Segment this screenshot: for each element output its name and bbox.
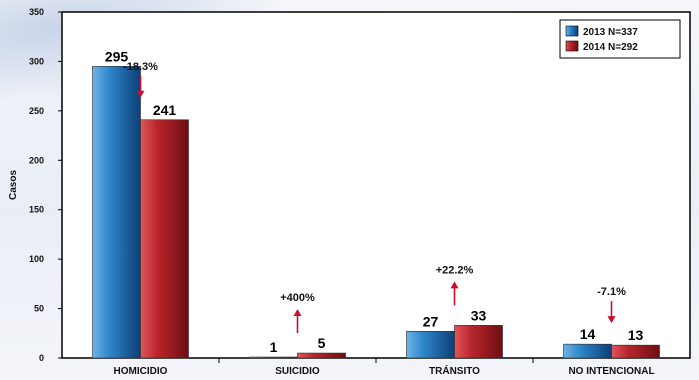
- change-percent-label: -18.3%: [123, 61, 158, 73]
- x-tick-label: SUICIDIO: [275, 366, 320, 377]
- bar-value-label: 5: [318, 335, 326, 351]
- x-tick-label: NO INTENCIONAL: [568, 366, 654, 377]
- arrow-down-icon: [607, 316, 616, 324]
- bar-value-label: 13: [628, 327, 644, 343]
- legend-swatch-2013: [565, 25, 579, 37]
- legend-box: [559, 19, 681, 59]
- bar-tr-nsito-2014: [454, 325, 503, 359]
- bar-value-label: 33: [471, 307, 487, 323]
- bar-suicidio-2014: [297, 352, 346, 359]
- y-tick-label: 0: [39, 353, 44, 363]
- bar-value-label: 14: [580, 326, 596, 342]
- change-percent-label: -7.1%: [597, 286, 626, 298]
- legend-label-2013: 2013 N=337: [583, 27, 638, 38]
- x-axis: HOMICIDIO SUICIDIO TRÁNSITO NO INTENCIONAL: [114, 358, 655, 377]
- bar-no-intencional-2014: [611, 344, 660, 359]
- change-annotations: -18.3% +400% +22.2% -7.1%: [123, 61, 626, 334]
- bars-group: 295 241 1 5 27 33 14 13: [92, 48, 660, 359]
- y-tick-label: 50: [34, 304, 44, 314]
- bar-value-label: 27: [423, 313, 439, 329]
- bar-homicidio-2014: [140, 119, 189, 359]
- legend: 2013 N=337 2014 N=292: [559, 19, 681, 59]
- bar-homicidio-2013: [92, 66, 141, 359]
- bar-no-intencional-2013: [563, 343, 612, 359]
- change-percent-label: +400%: [280, 292, 315, 304]
- x-tick-label: HOMICIDIO: [114, 366, 168, 377]
- bar-value-label: 1: [270, 339, 278, 355]
- bar-suicidio-2013: [249, 356, 298, 359]
- legend-swatch-2014: [565, 40, 579, 52]
- bar-value-label: 241: [153, 102, 177, 118]
- y-tick-label: 350: [29, 7, 44, 17]
- arrow-up-icon: [450, 281, 459, 289]
- y-axis-label: Casos: [8, 170, 19, 200]
- arrow-up-icon: [293, 309, 302, 317]
- x-tick-label: TRÁNSITO: [429, 364, 480, 377]
- y-tick-label: 300: [29, 56, 44, 66]
- legend-label-2014: 2014 N=292: [583, 42, 638, 53]
- y-tick-label: 150: [29, 205, 44, 215]
- y-tick-label: 250: [29, 106, 44, 116]
- y-tick-label: 200: [29, 155, 44, 165]
- bar-tr-nsito-2013: [406, 331, 455, 359]
- y-tick-label: 100: [29, 254, 44, 264]
- bar-value-label: 295: [105, 48, 129, 64]
- arrow-down-icon: [136, 90, 145, 98]
- change-percent-label: +22.2%: [436, 264, 474, 276]
- y-axis: 0 50 100 150 200 250 300 350: [29, 7, 62, 363]
